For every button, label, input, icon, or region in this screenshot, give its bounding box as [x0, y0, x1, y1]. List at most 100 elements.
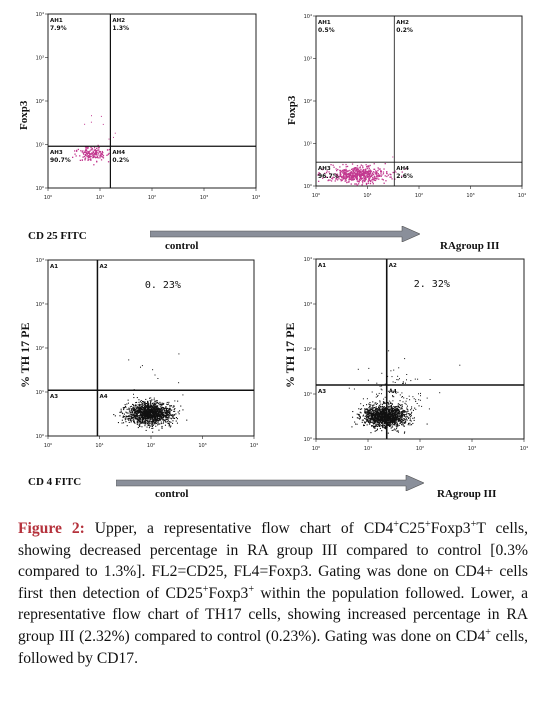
event-dot [387, 408, 389, 410]
outlier-dot [366, 398, 368, 400]
event-dot [378, 406, 380, 408]
outlier-dot [392, 156, 394, 158]
event-dot [376, 415, 378, 417]
event-dot [356, 169, 359, 171]
event-dot [147, 409, 149, 411]
event-dot [144, 413, 146, 415]
event-dot [385, 180, 387, 182]
event-dot [393, 417, 395, 419]
event-dot [324, 172, 326, 175]
event-dot [348, 173, 350, 176]
event-dot [137, 417, 139, 419]
event-dot [333, 166, 335, 168]
outlier-dot [410, 380, 412, 382]
event-dot [159, 423, 161, 425]
event-dot [366, 404, 368, 406]
event-dot [352, 178, 354, 180]
event-dot [372, 173, 375, 176]
outlier-dot [392, 381, 394, 383]
event-dot [403, 411, 405, 413]
event-dot [381, 406, 383, 408]
event-dot [383, 407, 385, 409]
event-dot [353, 178, 355, 181]
event-dot [375, 409, 377, 411]
event-dot [380, 412, 382, 414]
caption-text-4: T cells, showing decreased percentage in… [18, 520, 528, 602]
event-dot [384, 408, 386, 410]
event-dot [167, 420, 169, 422]
event-dot [141, 420, 143, 422]
event-dot [133, 411, 135, 413]
outlier-dot [397, 404, 399, 406]
event-dot [138, 410, 140, 412]
event-dot [362, 405, 364, 407]
event-dot [367, 172, 369, 174]
event-dot [384, 427, 386, 429]
event-dot [400, 412, 402, 414]
event-dot [375, 430, 377, 432]
event-dot [391, 429, 393, 431]
event-dot [365, 164, 367, 166]
event-dot [367, 409, 369, 411]
event-dot [378, 178, 380, 180]
event-dot [409, 422, 411, 424]
quadrant-name-a3: A3 [318, 389, 326, 395]
event-dot [396, 423, 398, 425]
event-dot [165, 407, 167, 409]
event-dot [377, 169, 379, 172]
event-dot [89, 158, 91, 161]
event-dot [144, 420, 146, 422]
quadrant-name-a4: A4 [389, 389, 397, 395]
event-dot [102, 157, 105, 159]
event-dot [152, 414, 154, 416]
event-dot [160, 413, 162, 415]
event-dot [340, 170, 342, 173]
event-dot [351, 168, 354, 170]
event-dot [87, 159, 89, 161]
event-dot [160, 416, 162, 418]
event-dot [375, 416, 377, 418]
event-dot [382, 416, 384, 418]
event-dot [149, 411, 151, 413]
event-dot [379, 401, 381, 403]
event-dot [370, 407, 372, 409]
event-dot [161, 403, 163, 405]
event-dot [399, 400, 401, 402]
event-dot [186, 419, 188, 421]
event-dot [366, 175, 368, 177]
event-dot [379, 168, 381, 170]
event-dot [169, 411, 171, 413]
event-dot [145, 413, 147, 415]
event-dot [89, 156, 91, 158]
event-dot [371, 175, 373, 177]
event-dot [387, 406, 389, 408]
event-dot [109, 148, 111, 151]
event-dot [369, 420, 371, 422]
event-dot [114, 415, 116, 417]
event-dot [97, 152, 100, 154]
event-dot [149, 420, 151, 422]
event-dot [372, 417, 374, 419]
event-dot [150, 410, 152, 412]
event-dot [165, 420, 167, 422]
event-dot [380, 425, 382, 427]
event-dot [139, 404, 141, 406]
event-dot [92, 157, 94, 159]
event-dot [133, 409, 135, 411]
event-dot [381, 423, 383, 425]
x-tick-label: 10² [148, 195, 156, 201]
quadrant-name-a1: A1 [50, 264, 58, 270]
event-dot [379, 425, 381, 427]
event-dot [132, 403, 134, 405]
event-dot [393, 415, 395, 417]
outlier-dot [384, 402, 386, 404]
event-dot [149, 414, 151, 416]
event-dot [158, 423, 160, 425]
event-dot [359, 166, 361, 168]
event-dot [85, 154, 87, 157]
quadrant-name-ah1: AH1 [318, 20, 331, 26]
outlier-dot [392, 410, 394, 412]
outlier-dot [420, 395, 421, 397]
event-dot [378, 418, 380, 420]
